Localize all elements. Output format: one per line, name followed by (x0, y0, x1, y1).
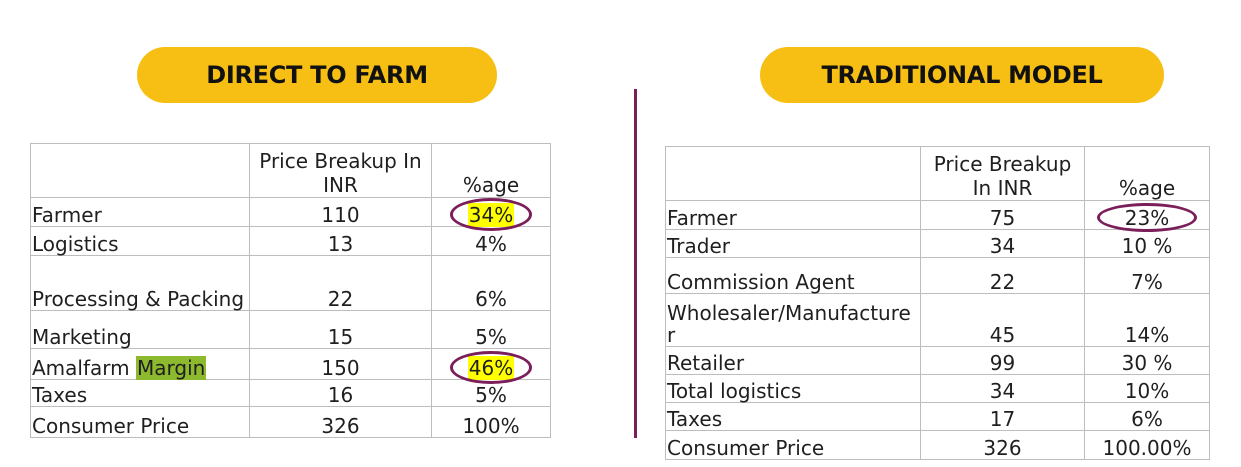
header-label-cell (30, 143, 250, 198)
table-row: Commission Agent 22 7% (665, 257, 1210, 294)
table-header-row: Price Breakup In INR %age (665, 146, 1210, 201)
row-percentage: 10 % (1084, 229, 1210, 258)
circled-value: 34% (449, 198, 533, 231)
row-price: 75 (920, 200, 1085, 230)
row-price: 16 (249, 379, 432, 407)
row-percentage: 34% (431, 197, 551, 231)
traditional-model-title: TRADITIONAL MODEL (760, 47, 1164, 103)
row-label: Commission Agent (665, 257, 921, 294)
highlighted-value: 46% (467, 356, 515, 380)
row-percentage: 46% (431, 348, 551, 384)
row-label: Consumer Price (30, 406, 250, 438)
direct-to-farm-title-text: DIRECT TO FARM (206, 61, 428, 89)
table-row: Total logistics 34 10% (665, 374, 1210, 403)
row-percentage: 23% (1084, 200, 1210, 232)
row-percentage: 6% (431, 255, 551, 311)
traditional-model-title-text: TRADITIONAL MODEL (821, 61, 1103, 89)
table-row: Marketing 15 5% (30, 310, 551, 349)
table-row: Processing & Packing 22 6% (30, 255, 551, 311)
row-percentage: 5% (431, 310, 551, 349)
row-label: Logistics (30, 226, 250, 256)
traditional-model-table: Price Breakup In INR %age Farmer 75 23% … (665, 146, 1210, 460)
table-row: Amalfarm Margin 150 46% (30, 348, 551, 384)
circled-value: 46% (449, 351, 533, 384)
highlighted-label-part: Margin (135, 356, 207, 380)
table-row: Wholesaler/Manufacturer 45 14% (665, 293, 1210, 347)
row-label-part: Amalfarm (32, 356, 136, 380)
row-percentage: 10% (1084, 374, 1210, 403)
header-percentage: %age (431, 143, 551, 198)
header-price: Price Breakup In INR (249, 143, 432, 198)
row-percentage: 30 % (1084, 346, 1210, 375)
row-price: 34 (920, 229, 1085, 258)
direct-to-farm-title: DIRECT TO FARM (137, 47, 497, 103)
row-label: Trader (665, 229, 921, 258)
row-price: 45 (920, 293, 1085, 347)
table-row: Farmer 75 23% (665, 200, 1210, 232)
row-label: Total logistics (665, 374, 921, 403)
row-percentage: 100.00% (1084, 430, 1210, 460)
row-label: Farmer (30, 197, 250, 227)
row-label: Marketing (30, 310, 250, 349)
row-label: Farmer (665, 200, 921, 230)
table-row: Taxes 16 5% (30, 379, 551, 407)
table-row: Trader 34 10 % (665, 229, 1210, 258)
circled-value: 23% (1096, 203, 1198, 232)
row-percentage: 14% (1084, 293, 1210, 347)
table-row: Farmer 110 34% (30, 197, 551, 231)
row-price: 22 (920, 257, 1085, 294)
table-row: Taxes 17 6% (665, 402, 1210, 431)
table-row: Consumer Price 326 100.00% (665, 430, 1210, 460)
row-price: 326 (920, 430, 1085, 460)
highlighted-value: 34% (467, 203, 515, 227)
row-label: Processing & Packing (30, 255, 250, 311)
row-price: 110 (249, 197, 432, 227)
row-percentage: 4% (431, 226, 551, 256)
row-price: 17 (920, 402, 1085, 431)
direct-to-farm-table: Price Breakup In INR %age Farmer 110 34%… (30, 143, 551, 438)
row-price: 34 (920, 374, 1085, 403)
table-row: Consumer Price 326 100% (30, 406, 551, 438)
section-divider (634, 89, 637, 438)
header-price: Price Breakup In INR (920, 146, 1085, 201)
row-price: 15 (249, 310, 432, 349)
table-header-row: Price Breakup In INR %age (30, 143, 551, 198)
row-label: Wholesaler/Manufacturer (665, 293, 921, 347)
row-label: Amalfarm Margin (30, 348, 250, 380)
row-percentage: 7% (1084, 257, 1210, 294)
row-label: Taxes (665, 402, 921, 431)
header-label-cell (665, 146, 921, 201)
row-percentage: 6% (1084, 402, 1210, 431)
table-row: Retailer 99 30 % (665, 346, 1210, 375)
row-percentage: 100% (431, 406, 551, 438)
row-price: 22 (249, 255, 432, 311)
table-row: Logistics 13 4% (30, 226, 551, 256)
row-label: Retailer (665, 346, 921, 375)
row-price: 99 (920, 346, 1085, 375)
row-label: Consumer Price (665, 430, 921, 460)
header-percentage: %age (1084, 146, 1210, 201)
row-price: 150 (249, 348, 432, 380)
row-price: 13 (249, 226, 432, 256)
row-price: 326 (249, 406, 432, 438)
row-label: Taxes (30, 379, 250, 407)
